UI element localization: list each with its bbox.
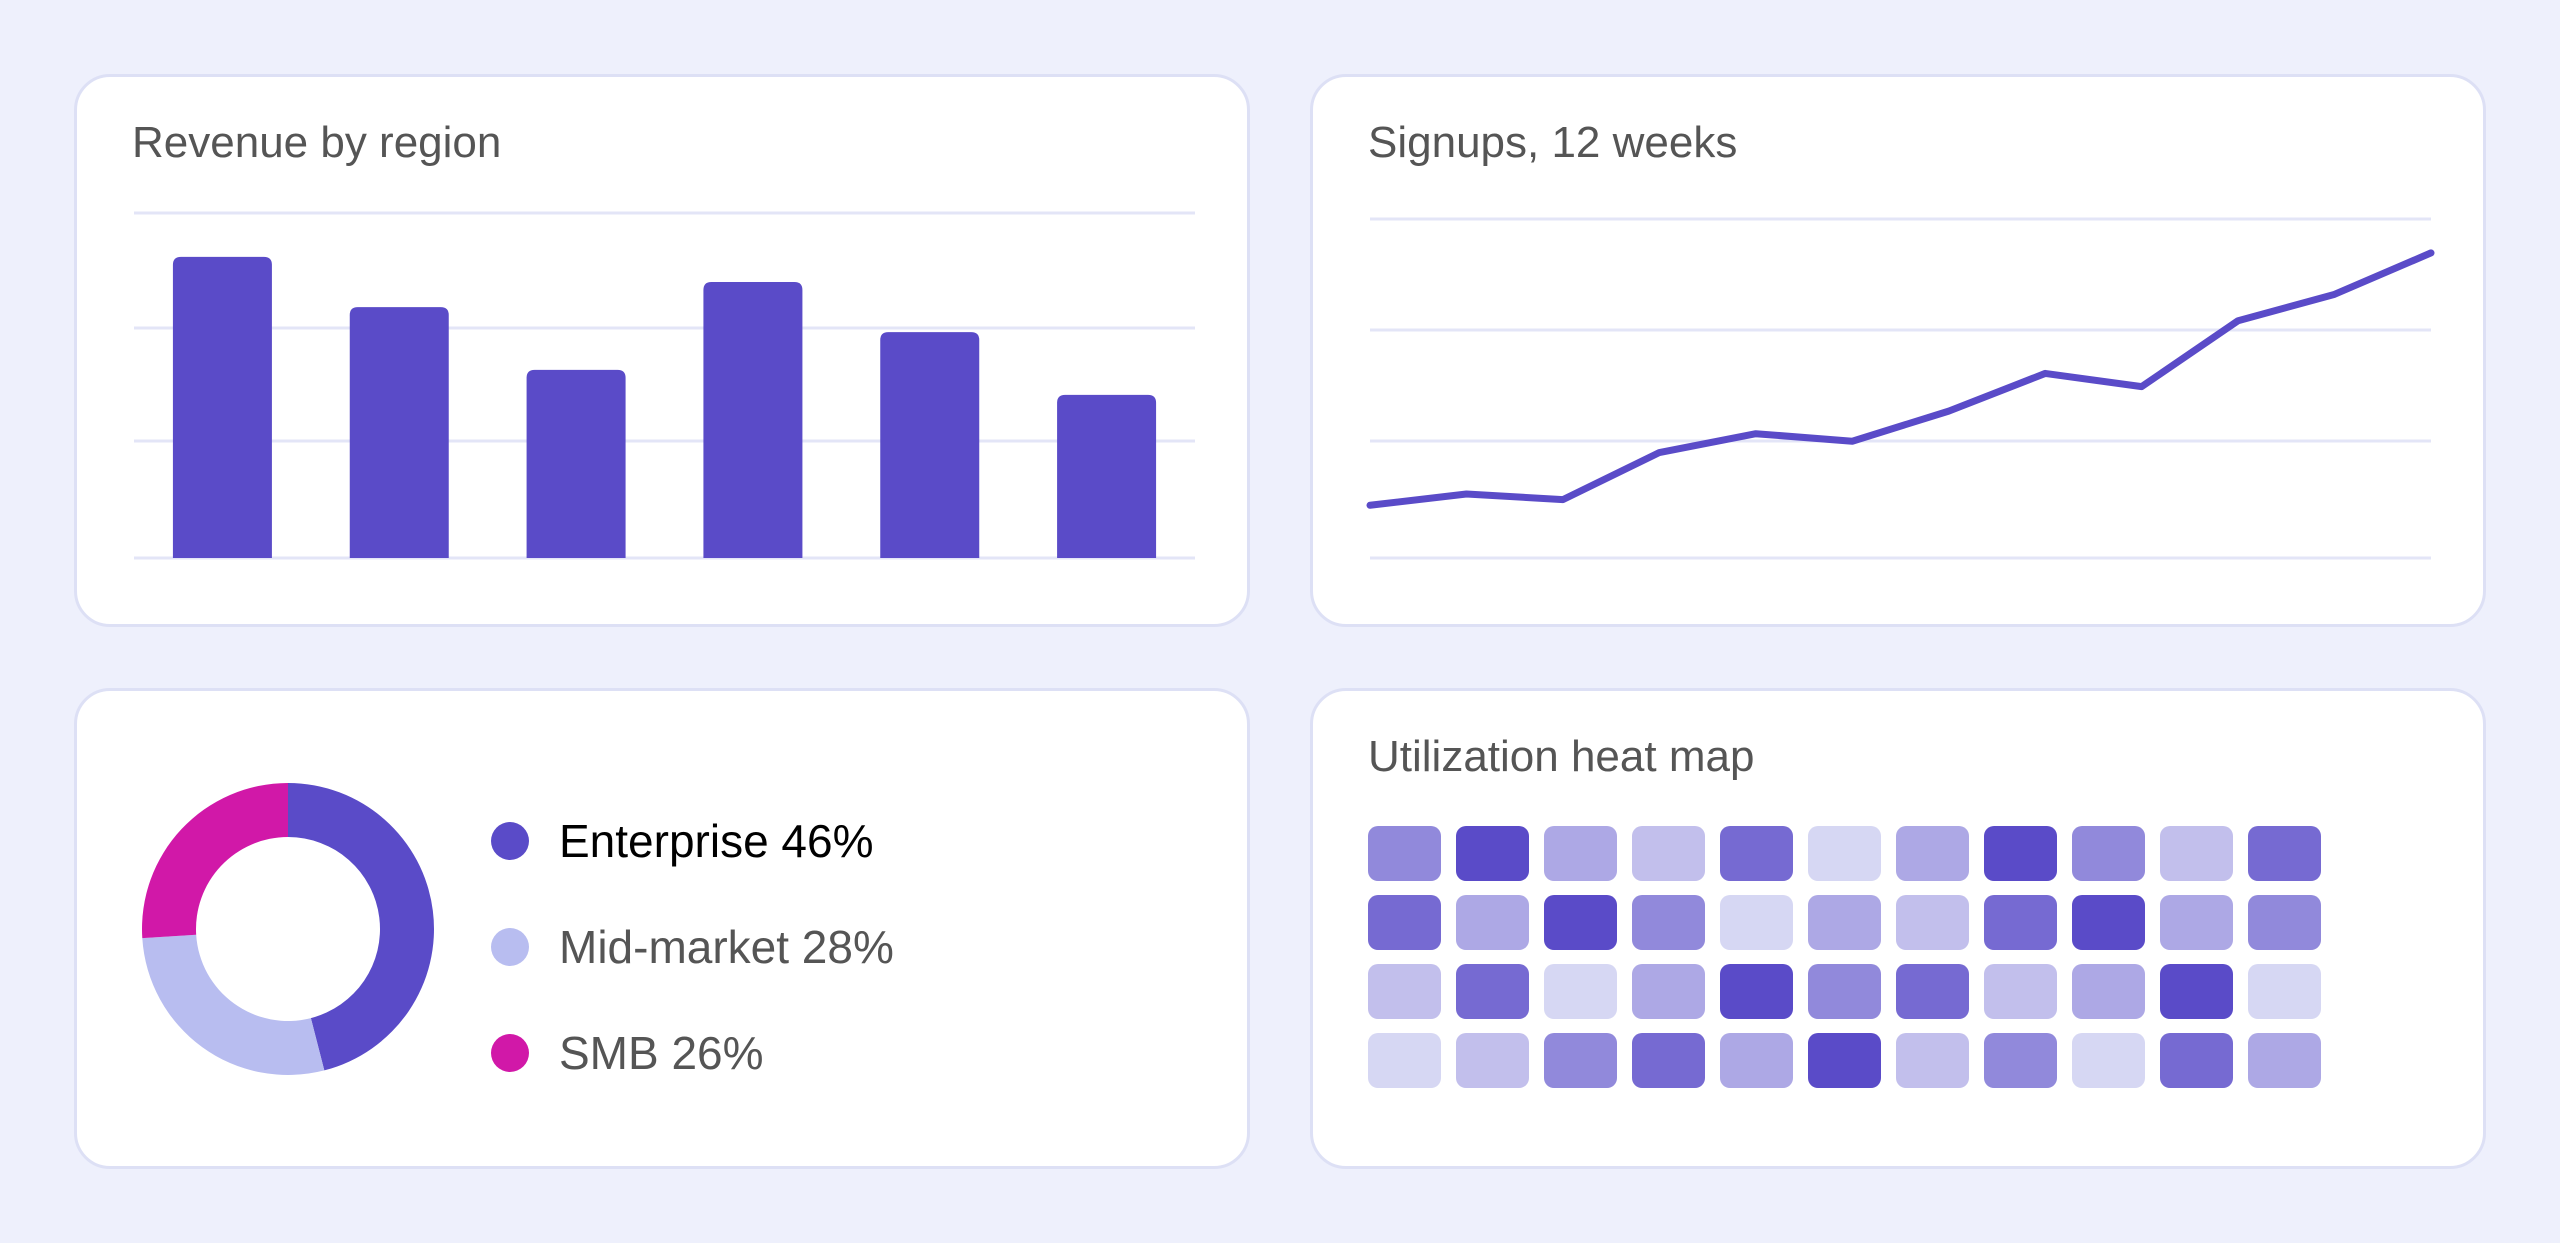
segments-legend: Enterprise 46% Mid-market 28% SMB 26% xyxy=(491,788,894,1106)
legend-item: SMB 26% xyxy=(491,1000,894,1106)
heat-cell xyxy=(2072,964,2145,1019)
legend-swatch xyxy=(491,928,529,966)
heat-cell xyxy=(1544,895,1617,950)
heat-cell xyxy=(2072,826,2145,881)
heat-cell xyxy=(1456,895,1529,950)
heat-cell xyxy=(1456,1033,1529,1088)
signups-chart-title: Signups, 12 weeks xyxy=(1368,118,1738,167)
utilization-heat-map xyxy=(1368,826,2321,1088)
heat-cell xyxy=(1632,826,1705,881)
segments-donut-chart xyxy=(142,783,434,1075)
donut-slice xyxy=(288,783,434,1071)
utilization-heat-map-card: Utilization heat map xyxy=(1310,688,2486,1169)
revenue-by-region-card: Revenue by region xyxy=(74,74,1250,627)
heat-cell xyxy=(1544,964,1617,1019)
heat-cell xyxy=(1984,964,2057,1019)
heat-cell xyxy=(1632,1033,1705,1088)
heat-cell xyxy=(1808,964,1881,1019)
heat-cell xyxy=(2248,1033,2321,1088)
signups-series-line xyxy=(1366,249,2435,509)
heat-cell xyxy=(1896,895,1969,950)
revenue-chart-title: Revenue by region xyxy=(132,118,502,167)
revenue-bar xyxy=(172,256,272,558)
legend-label: Mid-market 28% xyxy=(559,921,894,973)
heat-cell xyxy=(2248,895,2321,950)
heat-cell xyxy=(1896,1033,1969,1088)
heat-map-title: Utilization heat map xyxy=(1368,732,1755,781)
heat-cell xyxy=(1808,1033,1881,1088)
heat-cell xyxy=(1368,964,1441,1019)
heat-cell xyxy=(1808,826,1881,881)
heat-cell xyxy=(1632,895,1705,950)
legend-item: Enterprise 46% xyxy=(491,788,894,894)
revenue-bar xyxy=(880,332,980,558)
revenue-bar xyxy=(349,307,449,558)
heat-cell xyxy=(1720,1033,1793,1088)
heat-cell xyxy=(2072,1033,2145,1088)
heat-cell xyxy=(1808,895,1881,950)
heat-cell xyxy=(2248,826,2321,881)
heat-cell xyxy=(1720,964,1793,1019)
heat-cell xyxy=(1544,826,1617,881)
heat-cell xyxy=(1632,964,1705,1019)
heat-cell xyxy=(1896,964,1969,1019)
heat-cell xyxy=(1456,964,1529,1019)
heat-cell xyxy=(2160,1033,2233,1088)
heat-cell xyxy=(1456,826,1529,881)
signups-line-chart xyxy=(1366,217,2435,560)
legend-swatch xyxy=(491,822,529,860)
donut-slice xyxy=(142,783,288,939)
heat-cell xyxy=(1368,895,1441,950)
heat-cell xyxy=(1544,1033,1617,1088)
heat-cell xyxy=(1720,895,1793,950)
heat-cell xyxy=(1984,826,2057,881)
heat-cell xyxy=(2160,826,2233,881)
legend-label: Enterprise 46% xyxy=(559,815,874,867)
donut-slice xyxy=(142,934,325,1075)
customer-segments-card: Enterprise 46% Mid-market 28% SMB 26% xyxy=(74,688,1250,1169)
heat-cell xyxy=(2160,895,2233,950)
heat-cell xyxy=(2072,895,2145,950)
signups-card: Signups, 12 weeks xyxy=(1310,74,2486,627)
heat-cell xyxy=(1368,826,1441,881)
heat-cell xyxy=(2248,964,2321,1019)
heat-cell xyxy=(1368,1033,1441,1088)
legend-label: SMB 26% xyxy=(559,1027,764,1079)
revenue-bar-chart xyxy=(134,211,1195,560)
heat-cell xyxy=(1896,826,1969,881)
heat-cell xyxy=(1984,1033,2057,1088)
legend-item: Mid-market 28% xyxy=(491,894,894,1000)
heat-cell xyxy=(1720,826,1793,881)
legend-swatch xyxy=(491,1034,529,1072)
revenue-bar xyxy=(526,369,626,558)
heat-cell xyxy=(2160,964,2233,1019)
heat-cell xyxy=(1984,895,2057,950)
revenue-bar xyxy=(1057,394,1157,558)
revenue-bar xyxy=(703,282,803,558)
